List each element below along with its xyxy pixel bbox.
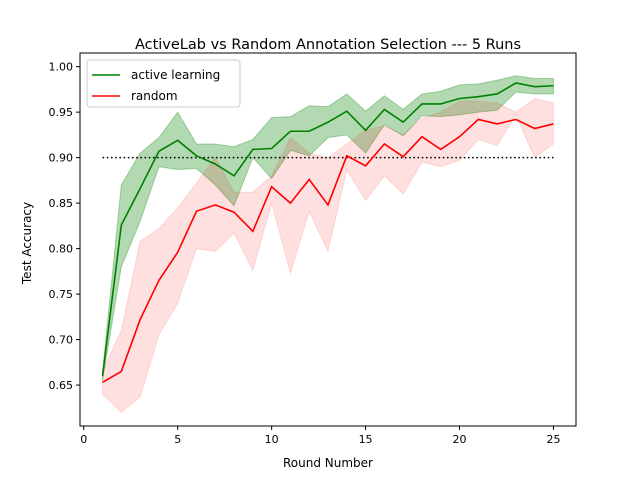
x-tick-label: 10 (265, 433, 279, 446)
y-axis-label: Test Accuracy (20, 202, 34, 285)
y-tick-label: 0.95 (49, 106, 74, 119)
y-tick-label: 0.90 (49, 152, 74, 165)
y-tick-label: 0.70 (49, 334, 74, 347)
confidence-band-active-learning (102, 75, 554, 381)
x-tick-label: 5 (174, 433, 181, 446)
y-tick-label: 0.85 (49, 197, 74, 210)
axes-frame (79, 52, 577, 427)
x-tick-label: 15 (359, 433, 373, 446)
legend-label: random (131, 89, 178, 103)
confidence-band-random (102, 97, 554, 414)
x-tick-label: 25 (546, 433, 560, 446)
x-axis-label: Round Number (283, 456, 373, 470)
y-tick-label: 0.65 (49, 379, 74, 392)
x-tick-label: 0 (80, 433, 87, 446)
series-line-active-learning (101, 82, 554, 377)
x-tick-label: 20 (453, 433, 467, 446)
legend-label: active learning (131, 68, 220, 82)
series-line-random (102, 118, 554, 384)
y-tick-label: 0.80 (49, 243, 74, 256)
y-tick-label: 0.75 (49, 288, 74, 301)
y-tick-label: 1.00 (49, 61, 74, 74)
chart-title: ActiveLab vs Random Annotation Selection… (135, 37, 521, 53)
legend: active learning random (86, 59, 241, 108)
legend-box (86, 59, 241, 108)
